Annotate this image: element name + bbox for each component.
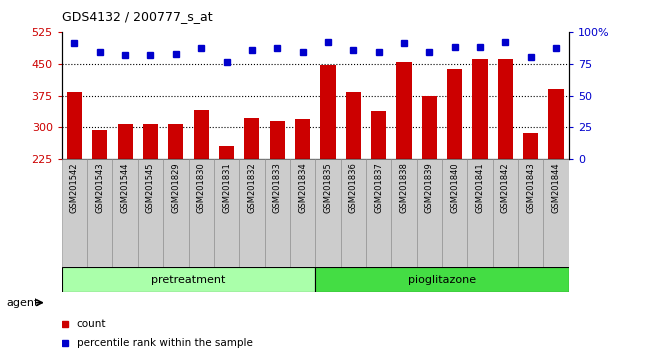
Bar xyxy=(498,59,513,255)
Bar xyxy=(290,159,315,267)
Bar xyxy=(346,92,361,255)
Bar xyxy=(315,267,569,292)
Bar xyxy=(295,119,310,255)
Bar xyxy=(549,89,564,255)
Bar xyxy=(214,159,239,267)
Bar xyxy=(188,159,214,267)
Bar xyxy=(341,159,366,267)
Bar xyxy=(473,59,488,255)
Bar xyxy=(194,110,209,255)
Text: GSM201843: GSM201843 xyxy=(526,162,535,213)
Text: GSM201834: GSM201834 xyxy=(298,162,307,213)
Bar xyxy=(422,96,437,255)
Text: GSM201841: GSM201841 xyxy=(476,162,484,213)
Bar xyxy=(518,159,543,267)
Text: GSM201837: GSM201837 xyxy=(374,162,383,213)
Bar xyxy=(67,92,82,255)
Text: GSM201543: GSM201543 xyxy=(96,162,104,213)
Bar xyxy=(417,159,442,267)
Bar xyxy=(87,159,112,267)
Bar xyxy=(219,146,234,255)
Bar xyxy=(442,159,467,267)
Bar xyxy=(396,62,411,255)
Text: count: count xyxy=(77,319,106,329)
Bar xyxy=(62,159,87,267)
Bar xyxy=(239,159,265,267)
Bar xyxy=(320,64,335,255)
Text: GSM201829: GSM201829 xyxy=(172,162,180,213)
Bar xyxy=(112,159,138,267)
Text: GSM201842: GSM201842 xyxy=(501,162,510,213)
Bar xyxy=(315,159,341,267)
Bar xyxy=(391,159,417,267)
Bar xyxy=(467,159,493,267)
Bar xyxy=(138,159,163,267)
Bar xyxy=(265,159,290,267)
Text: GSM201838: GSM201838 xyxy=(400,162,408,213)
Text: agent: agent xyxy=(6,298,39,308)
Text: GSM201831: GSM201831 xyxy=(222,162,231,213)
Text: GDS4132 / 200777_s_at: GDS4132 / 200777_s_at xyxy=(62,10,213,23)
Text: GSM201545: GSM201545 xyxy=(146,162,155,213)
Bar xyxy=(143,125,158,255)
Text: pioglitazone: pioglitazone xyxy=(408,275,476,285)
Bar xyxy=(118,124,133,255)
Bar xyxy=(168,124,183,255)
Bar xyxy=(366,159,391,267)
Bar xyxy=(92,130,107,255)
Bar xyxy=(447,69,462,255)
Bar xyxy=(163,159,188,267)
Text: GSM201836: GSM201836 xyxy=(349,162,358,213)
Text: GSM201542: GSM201542 xyxy=(70,162,79,213)
Text: GSM201840: GSM201840 xyxy=(450,162,459,213)
Bar xyxy=(270,121,285,255)
Text: GSM201835: GSM201835 xyxy=(324,162,332,213)
Text: GSM201844: GSM201844 xyxy=(552,162,560,213)
Text: GSM201833: GSM201833 xyxy=(273,162,281,213)
Bar xyxy=(371,111,386,255)
Bar xyxy=(523,132,538,255)
Bar xyxy=(62,267,315,292)
Text: GSM201544: GSM201544 xyxy=(121,162,129,213)
Text: GSM201839: GSM201839 xyxy=(425,162,434,213)
Text: GSM201830: GSM201830 xyxy=(197,162,205,213)
Bar xyxy=(244,118,259,255)
Bar xyxy=(543,159,569,267)
Text: pretreatment: pretreatment xyxy=(151,275,226,285)
Bar xyxy=(493,159,518,267)
Text: percentile rank within the sample: percentile rank within the sample xyxy=(77,338,252,348)
Text: GSM201832: GSM201832 xyxy=(248,162,256,213)
